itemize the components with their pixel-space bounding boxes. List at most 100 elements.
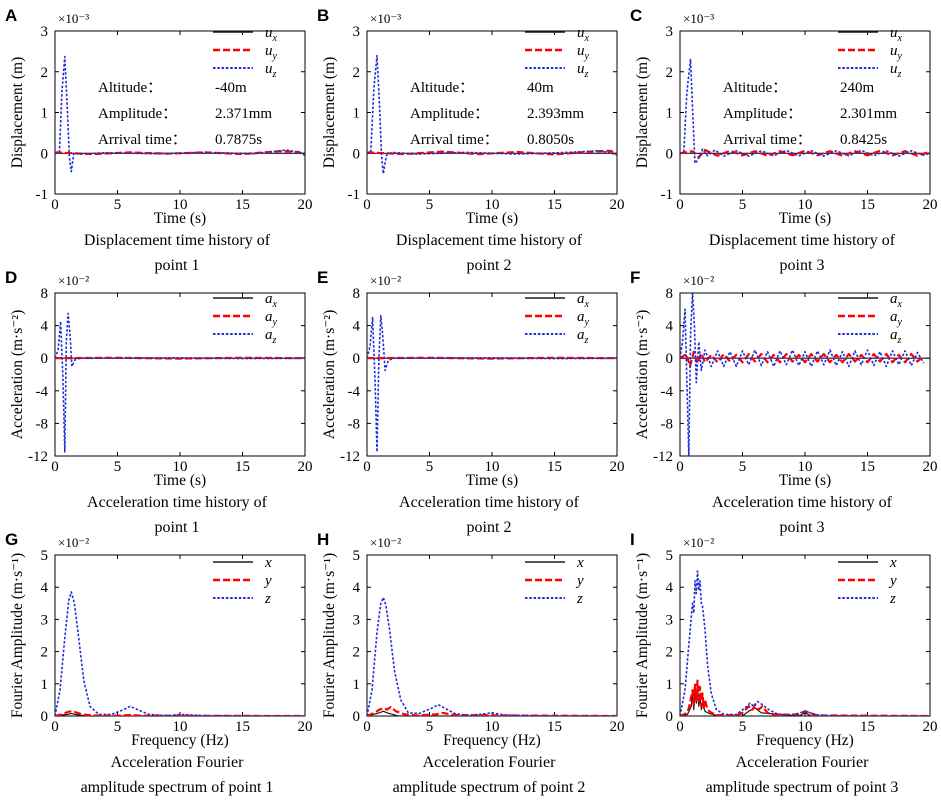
panel-c-legend-label-y: uy [890,43,903,62]
panel-h-xtick-label: 15 [547,719,562,735]
panel-d-ytick-label: 8 [41,286,49,302]
panel-g-xtick-label: 10 [173,719,188,735]
panel-c-xtick-label: 5 [739,197,747,213]
panel-i-xlabel: Frequency (Hz) [756,732,854,749]
panel-b-xtick-label: 20 [610,197,625,213]
panel-c-ytick-label: 0 [666,146,674,162]
panel-b-annotation-label: Arrival time： [410,132,499,148]
panel-d-caption-line: Acceleration time history of [87,494,268,511]
panel-a-annotation-value: 0.7875s [215,132,262,148]
panel-f-ytick-label: -8 [661,416,674,432]
panel-h-caption-line: Acceleration Fourier [423,754,557,771]
panel-h-ytick-label: 5 [353,548,361,564]
panel-b-ytick-label: -1 [348,187,361,203]
panel-h-ylabel: Fourier Amplitude (m·s⁻¹) [321,553,338,718]
panel-d-xtick-label: 20 [298,459,313,475]
panel-a-exponent: ×10⁻³ [58,11,89,26]
panel-b-xtick-label: 5 [426,197,434,213]
panel-c-xtick-label: 10 [798,197,813,213]
panel-d-legend-label-z: az [265,327,277,346]
panel-e-ytick-label: -8 [348,416,361,432]
panel-c-ylabel: Displacement (m) [634,57,651,168]
panel-b-xtick-label: 10 [485,197,500,213]
panel-c-annotation-value: 240m [840,80,875,96]
panel-b-ytick-label: 0 [353,146,361,162]
panel-h-xtick-label: 0 [363,719,371,735]
panel-h-xtick-label: 5 [426,719,434,735]
panel-c-legend-label-x: ux [890,25,903,44]
panel-c-exponent: ×10⁻³ [683,11,714,26]
panel-a-legend-label-x: ux [265,25,278,44]
panel-d-series-z [55,312,305,453]
panel-b-ytick-label: 2 [353,65,361,81]
panel-a-annotation-value: 2.371mm [215,106,272,122]
panel-b-series-y [367,149,617,156]
panel-c-ytick-label: 2 [666,65,674,81]
panel-g-caption-line: Acceleration Fourier [111,754,245,771]
panel-e-caption-line: Acceleration time history of [399,494,580,511]
panel-d-ytick-label: -12 [28,449,48,465]
panel-a-caption-line: Displacement time history of [84,232,271,249]
panel-e-legend-label-z: az [577,327,589,346]
panel-d-xtick-label: 15 [235,459,250,475]
panel-g-ytick-label: 1 [41,677,49,693]
panel-i-legend-label-x: x [889,555,897,571]
panel-b-legend-label-y: uy [577,43,590,62]
panel-c-annotation-label: Amplitude： [723,106,802,122]
panel-f-xtick-label: 10 [798,459,813,475]
panel-a-legend-label-z: uz [265,61,277,80]
panel-b-exponent: ×10⁻³ [370,11,401,26]
panel-b-ytick-label: 3 [353,24,361,40]
panel-h-xtick-label: 10 [485,719,500,735]
panel-b-xtick-label: 15 [547,197,562,213]
panel-a-series-z [55,55,305,173]
panel-g-ytick-label: 0 [41,709,49,725]
panel-f-legend-label-y: ay [890,309,903,328]
panel-d-xtick-label: 0 [51,459,59,475]
panel-d-legend-label-x: ax [265,291,278,310]
panel-a-ytick-label: -1 [36,187,49,203]
panel-a-xtick-label: 0 [51,197,59,213]
panel-d-letter: D [5,268,17,287]
panel-d-ytick-label: -4 [36,384,49,400]
panel-i-exponent: ×10⁻² [683,535,714,550]
panel-h-ytick-label: 0 [353,709,361,725]
panel-a-xlabel: Time (s) [154,210,206,227]
panel-b-annotation-value: 40m [527,80,554,96]
panel-d-ytick-label: 0 [41,351,49,367]
panel-h-legend-label-z: z [576,591,583,607]
panel-g-caption-line: amplitude spectrum of point 1 [81,779,274,796]
panel-h-series-x [367,710,617,716]
panel-b-ylabel: Displacement (m) [321,57,338,168]
panel-f-xtick-label: 15 [860,459,875,475]
panel-f-ytick-label: -4 [661,384,674,400]
panel-g-xtick-label: 0 [51,719,59,735]
panel-i-caption-line: Acceleration Fourier [736,754,870,771]
panel-c-xtick-label: 0 [676,197,684,213]
panel-g-series-y [55,710,305,716]
panel-a-legend-label-y: uy [265,43,278,62]
panel-i-legend-label-y: y [888,573,897,589]
panel-a-ytick-label: 2 [41,65,49,81]
panel-e-ytick-label: 4 [353,319,361,335]
panel-c-annotation-label: Altitude： [723,80,787,96]
panel-h-ytick-label: 1 [353,677,361,693]
panel-d-xtick-label: 5 [114,459,122,475]
panel-c-xtick-label: 20 [923,197,938,213]
panel-e-caption-line: point 2 [467,519,512,536]
panel-f-xtick-label: 0 [676,459,684,475]
panel-f-ylabel: Acceleration (m·s⁻²) [634,310,651,439]
panel-g-ytick-label: 5 [41,548,49,564]
panel-a-xtick-label: 5 [114,197,122,213]
panel-b-annotation-value: 2.393mm [527,106,584,122]
panel-i-xtick-label: 15 [860,719,875,735]
panel-g-ytick-label: 2 [41,645,49,661]
panel-a-xtick-label: 15 [235,197,250,213]
panel-h: H ×10⁻² 0 5 10 15 20 0 1 2 3 4 5 Frequency (Hz) Fourie… [317,530,625,796]
panel-a-series-y [55,150,305,157]
panel-c-xlabel: Time (s) [779,210,831,227]
panel-d-ytick-label: 4 [41,319,49,335]
